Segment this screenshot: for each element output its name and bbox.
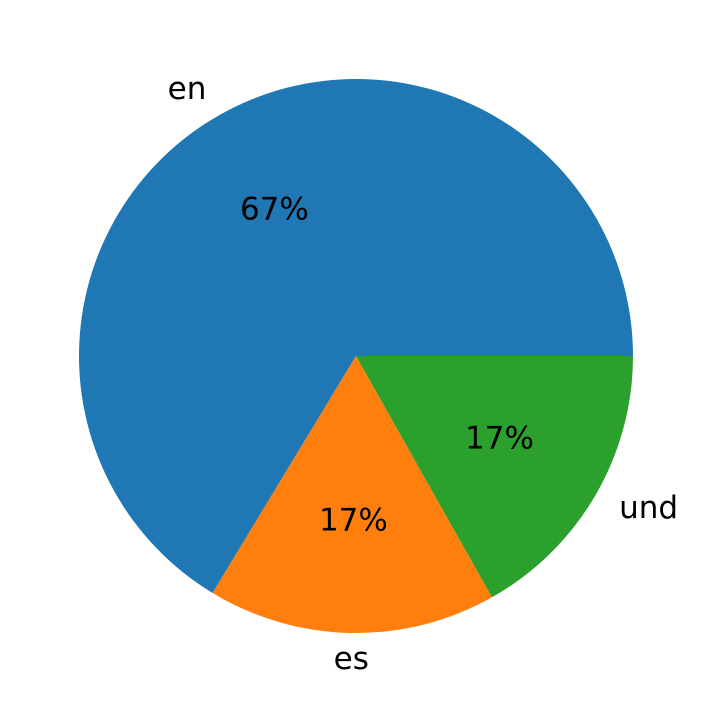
wedge	[79, 78, 633, 593]
wedge-label: es	[334, 641, 369, 677]
wedge	[356, 356, 633, 598]
wedge-label: und	[619, 490, 678, 526]
percent-label: 17%	[465, 420, 534, 456]
wedge-label: en	[168, 71, 207, 107]
percent-label: 67%	[240, 192, 309, 228]
wedge	[212, 356, 493, 633]
percent-label: 17%	[319, 503, 388, 539]
